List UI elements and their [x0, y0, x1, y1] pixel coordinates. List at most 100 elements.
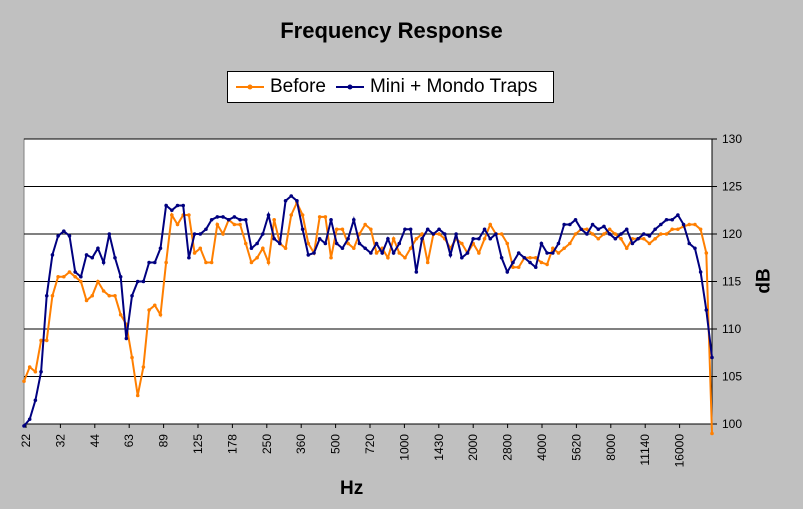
data-point-0-110	[647, 241, 652, 246]
data-point-1-116	[681, 222, 686, 227]
data-point-0-104	[613, 232, 618, 236]
data-point-1-64	[386, 236, 390, 241]
data-point-1-35	[221, 215, 225, 219]
data-point-1-119	[698, 270, 703, 274]
data-point-1-80	[477, 236, 481, 241]
data-point-1-3	[39, 369, 43, 374]
data-point-0-114	[670, 227, 674, 232]
grid-lines	[24, 138, 712, 425]
x-tick-label-11140: 11140	[638, 434, 652, 466]
data-point-1-22	[147, 260, 151, 265]
data-point-0-112	[659, 232, 663, 236]
data-point-1-10	[79, 274, 83, 279]
data-point-1-37	[232, 215, 237, 219]
data-point-1-9	[73, 270, 77, 274]
data-point-0-64	[386, 255, 390, 260]
data-point-1-71	[425, 227, 430, 232]
data-point-1-49	[300, 227, 305, 232]
x-tick-label-22: 22	[19, 434, 33, 448]
legend-swatch-before	[236, 84, 264, 90]
data-point-1-86	[511, 260, 515, 265]
x-tick-label-5620: 5620	[569, 434, 583, 461]
data-point-1-90	[533, 265, 538, 270]
data-point-0-101	[596, 236, 601, 241]
y-tick-label-105: 105	[722, 370, 742, 384]
data-point-0-4	[44, 338, 49, 343]
data-point-1-92	[545, 251, 549, 255]
data-point-1-14	[101, 260, 106, 265]
data-point-0-29	[187, 213, 191, 217]
chart-legend: Before Mini + Mondo Traps	[227, 71, 554, 103]
data-point-0-30	[192, 251, 197, 255]
data-point-1-15	[107, 232, 112, 236]
data-point-1-16	[113, 255, 117, 260]
data-point-1-6	[56, 234, 60, 238]
data-point-1-61	[369, 251, 373, 255]
data-point-1-59	[357, 241, 362, 246]
y-tick-label-130: 130	[722, 132, 742, 146]
data-point-1-81	[482, 227, 487, 232]
x-tick-label-2000: 2000	[466, 434, 480, 461]
data-point-0-11	[84, 298, 89, 303]
data-point-1-33	[209, 217, 214, 222]
x-tick-label-178: 178	[225, 434, 239, 454]
x-tick-label-2800: 2800	[501, 434, 515, 461]
data-point-1-56	[340, 246, 345, 251]
data-point-0-113	[664, 232, 669, 236]
series-1	[22, 194, 714, 428]
x-tick-label-44: 44	[88, 434, 102, 448]
data-point-1-53	[323, 241, 328, 246]
data-point-0-118	[693, 222, 697, 227]
x-axis-title: Hz	[340, 478, 364, 499]
data-point-1-52	[317, 236, 322, 241]
data-point-1-66	[397, 241, 402, 246]
data-point-0-92	[545, 262, 549, 267]
data-point-1-11	[84, 253, 89, 257]
x-tick-label-720: 720	[363, 434, 377, 454]
data-point-1-5	[50, 253, 55, 257]
data-point-1-4	[44, 293, 49, 298]
data-point-1-87	[516, 251, 521, 255]
data-point-1-45	[278, 241, 282, 246]
data-point-0-24	[158, 312, 163, 317]
data-point-0-55	[334, 227, 339, 232]
data-point-1-62	[374, 241, 379, 246]
data-point-1-83	[494, 232, 498, 236]
data-point-1-47	[289, 194, 294, 198]
data-point-1-60	[363, 246, 367, 251]
data-point-1-91	[539, 241, 544, 246]
chart-title: Frequency Response	[280, 18, 503, 43]
data-point-1-88	[522, 255, 527, 260]
data-point-0-1	[27, 365, 32, 369]
data-point-0-68	[408, 246, 413, 251]
data-point-0-41	[255, 255, 259, 260]
data-point-1-44	[272, 236, 276, 241]
data-point-1-2	[33, 398, 38, 403]
data-point-1-77	[460, 255, 464, 260]
data-point-1-89	[528, 260, 532, 265]
data-point-0-23	[152, 303, 157, 308]
data-point-1-67	[403, 227, 407, 232]
data-point-1-51	[312, 251, 316, 255]
data-point-1-113	[664, 217, 669, 222]
data-point-0-26	[170, 213, 174, 217]
data-point-1-42	[261, 232, 265, 236]
data-point-1-54	[329, 217, 333, 222]
data-point-0-82	[488, 222, 493, 227]
data-point-0-33	[209, 260, 214, 265]
data-point-1-84	[499, 255, 504, 260]
data-point-0-7	[62, 274, 66, 279]
data-point-1-63	[380, 251, 385, 255]
x-tick-label-8000: 8000	[604, 434, 618, 461]
data-point-1-94	[556, 241, 561, 246]
data-point-1-19	[130, 293, 134, 298]
series-layer	[22, 194, 714, 436]
data-point-1-120	[704, 308, 709, 312]
data-point-1-34	[215, 215, 220, 219]
data-point-0-91	[539, 260, 544, 265]
x-tick-label-16000: 16000	[673, 434, 687, 468]
data-point-0-57	[346, 241, 350, 246]
data-point-0-46	[283, 246, 288, 251]
data-point-0-53	[323, 215, 328, 219]
data-point-1-1	[27, 417, 32, 422]
